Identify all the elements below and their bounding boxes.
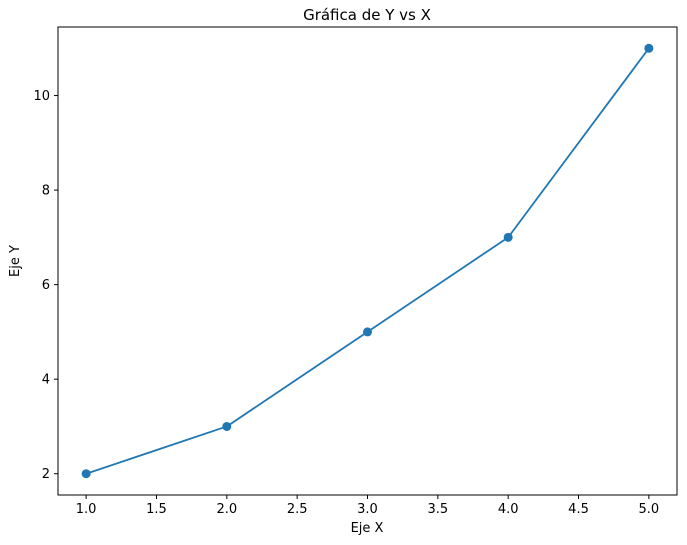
y-tick-label: 10 <box>33 89 50 104</box>
x-axis-label: Eje X <box>351 521 384 536</box>
y-tick-label: 2 <box>42 467 50 482</box>
data-point <box>503 232 513 242</box>
series-line <box>85 47 650 475</box>
data-point <box>222 421 232 431</box>
x-tick-label: 5.0 <box>639 502 660 517</box>
x-tick-label: 1.5 <box>146 502 167 517</box>
x-tick-label: 2.5 <box>287 502 308 517</box>
y-tick-label: 8 <box>42 184 50 199</box>
x-tick-label: 3.0 <box>357 502 378 517</box>
y-axis: 2 4 6 8 10 <box>33 89 58 482</box>
x-axis: 1.0 1.5 2.0 2.5 3.0 3.5 4.0 4.5 5.0 <box>76 495 659 517</box>
x-tick-label: 4.5 <box>568 502 589 517</box>
x-tick-label: 3.5 <box>427 502 448 517</box>
x-tick-label: 2.0 <box>216 502 237 517</box>
data-point <box>363 327 372 337</box>
x-tick-label: 1.0 <box>76 502 97 517</box>
data-point <box>644 43 654 53</box>
y-axis-label: Eje Y <box>8 245 23 277</box>
series-markers <box>81 43 654 479</box>
plot-area <box>57 26 678 496</box>
data-point <box>81 469 91 479</box>
y-tick-label: 6 <box>42 278 50 293</box>
chart-title: Gráfica de Y vs X <box>303 6 431 24</box>
x-tick-label: 4.0 <box>498 502 519 517</box>
y-tick-label: 4 <box>42 373 50 388</box>
